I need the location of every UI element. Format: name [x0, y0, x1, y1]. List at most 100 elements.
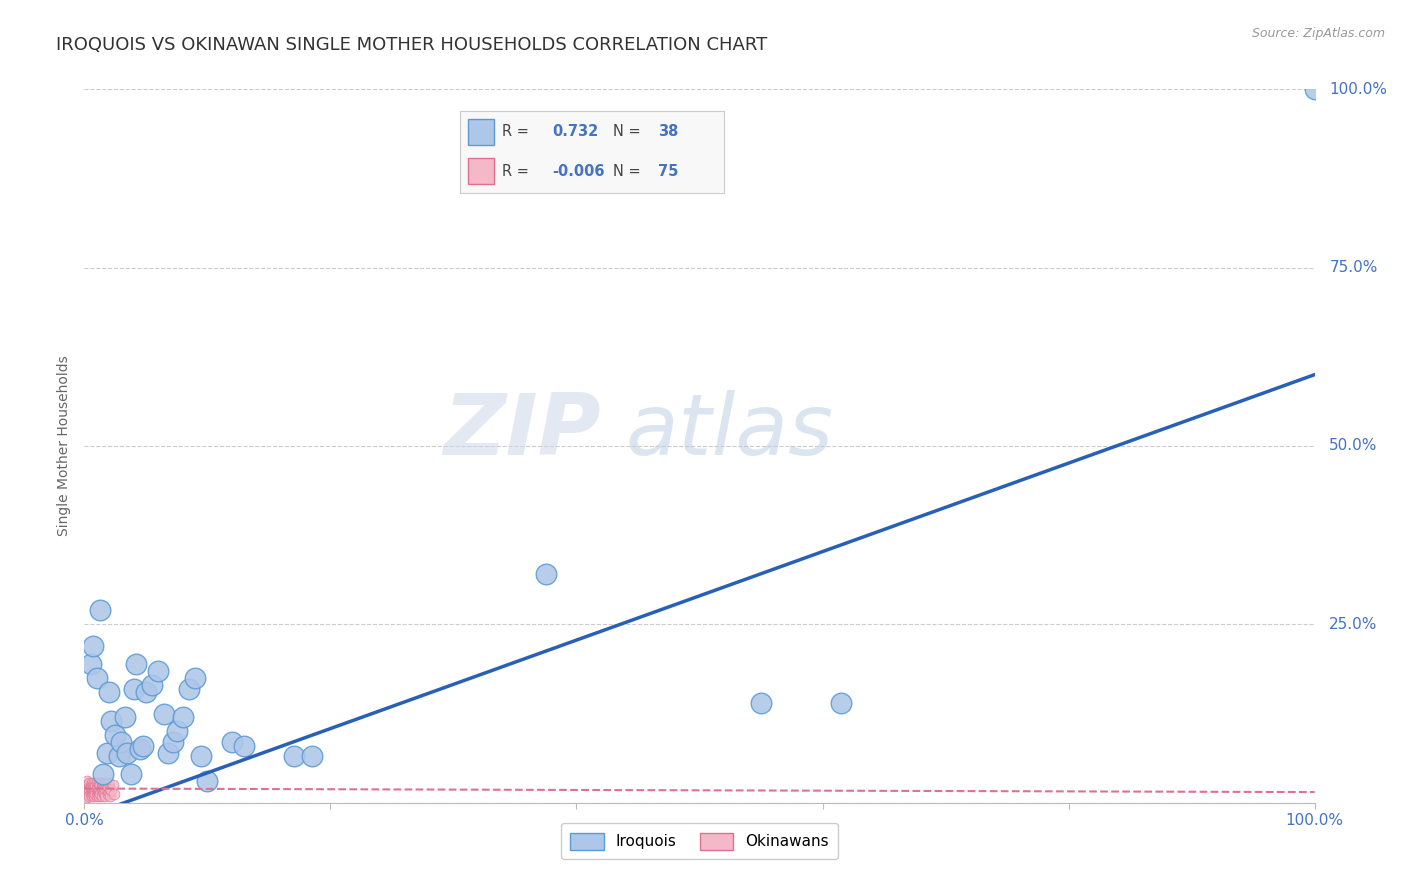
- Point: [153, 706, 176, 721]
- Point: [184, 671, 207, 685]
- Point: [79, 780, 101, 794]
- Point: [93, 785, 115, 799]
- Point: [94, 789, 117, 803]
- Point: [120, 767, 142, 781]
- Point: [76, 790, 98, 805]
- Point: [82, 778, 104, 792]
- Point: [90, 780, 112, 794]
- Point: [91, 781, 114, 796]
- Point: [100, 714, 122, 728]
- Point: [190, 749, 212, 764]
- Point: [82, 639, 104, 653]
- Point: [86, 671, 108, 685]
- Point: [79, 785, 101, 799]
- Point: [89, 778, 111, 792]
- Point: [87, 778, 110, 792]
- Point: [83, 781, 105, 796]
- Point: [86, 781, 108, 796]
- Point: [301, 749, 323, 764]
- Point: [77, 787, 100, 801]
- Point: [79, 787, 101, 801]
- Point: [75, 787, 97, 801]
- Point: [87, 780, 110, 794]
- Text: 25.0%: 25.0%: [1330, 617, 1378, 632]
- Point: [96, 783, 118, 797]
- Point: [79, 780, 101, 794]
- Point: [77, 781, 100, 796]
- Point: [77, 778, 100, 792]
- Point: [86, 776, 108, 790]
- Y-axis label: Single Mother Households: Single Mother Households: [58, 356, 72, 536]
- Point: [128, 742, 150, 756]
- Point: [84, 780, 107, 794]
- Point: [830, 696, 852, 710]
- Point: [98, 776, 120, 790]
- Text: 100.0%: 100.0%: [1330, 82, 1388, 96]
- Point: [94, 776, 117, 790]
- Point: [96, 778, 118, 792]
- Text: 75.0%: 75.0%: [1330, 260, 1378, 275]
- Point: [91, 778, 114, 792]
- Point: [79, 789, 101, 803]
- Point: [534, 567, 557, 582]
- Point: [135, 685, 157, 699]
- Point: [221, 735, 243, 749]
- Point: [76, 780, 98, 794]
- Point: [79, 783, 101, 797]
- Point: [110, 735, 132, 749]
- Point: [76, 785, 98, 799]
- Point: [90, 776, 112, 790]
- Point: [83, 785, 105, 799]
- Point: [114, 710, 136, 724]
- Point: [100, 783, 122, 797]
- Point: [89, 783, 111, 797]
- Point: [233, 739, 256, 753]
- Point: [87, 781, 111, 796]
- Point: [125, 657, 148, 671]
- Point: [84, 778, 107, 792]
- Point: [103, 787, 125, 801]
- Point: [749, 696, 772, 710]
- Point: [90, 789, 112, 803]
- Point: [98, 781, 121, 796]
- Point: [1303, 82, 1326, 96]
- Text: Source: ZipAtlas.com: Source: ZipAtlas.com: [1251, 27, 1385, 40]
- Point: [87, 785, 111, 799]
- Point: [80, 785, 103, 799]
- Legend: Iroquois, Okinawans: Iroquois, Okinawans: [561, 823, 838, 859]
- Point: [98, 789, 121, 803]
- Point: [84, 787, 107, 801]
- Point: [197, 774, 219, 789]
- Point: [108, 749, 131, 764]
- Point: [132, 739, 155, 753]
- Point: [86, 785, 108, 799]
- Point: [98, 685, 120, 699]
- Point: [75, 778, 97, 792]
- Point: [172, 710, 194, 724]
- Point: [97, 780, 120, 794]
- Point: [83, 789, 105, 803]
- Point: [77, 783, 100, 797]
- Point: [93, 787, 115, 801]
- Point: [101, 778, 124, 792]
- Point: [162, 735, 184, 749]
- Point: [79, 781, 101, 796]
- Point: [87, 776, 111, 790]
- Point: [122, 681, 145, 696]
- Point: [82, 780, 104, 794]
- Text: 50.0%: 50.0%: [1330, 439, 1378, 453]
- Point: [104, 728, 127, 742]
- Point: [79, 657, 101, 671]
- Point: [94, 781, 117, 796]
- Point: [89, 603, 111, 617]
- Point: [141, 678, 163, 692]
- Point: [166, 724, 188, 739]
- Point: [80, 776, 103, 790]
- Point: [87, 789, 111, 803]
- Point: [84, 783, 107, 797]
- Text: atlas: atlas: [626, 390, 834, 474]
- Point: [76, 774, 98, 789]
- Point: [97, 787, 120, 801]
- Point: [79, 776, 101, 790]
- Point: [157, 746, 180, 760]
